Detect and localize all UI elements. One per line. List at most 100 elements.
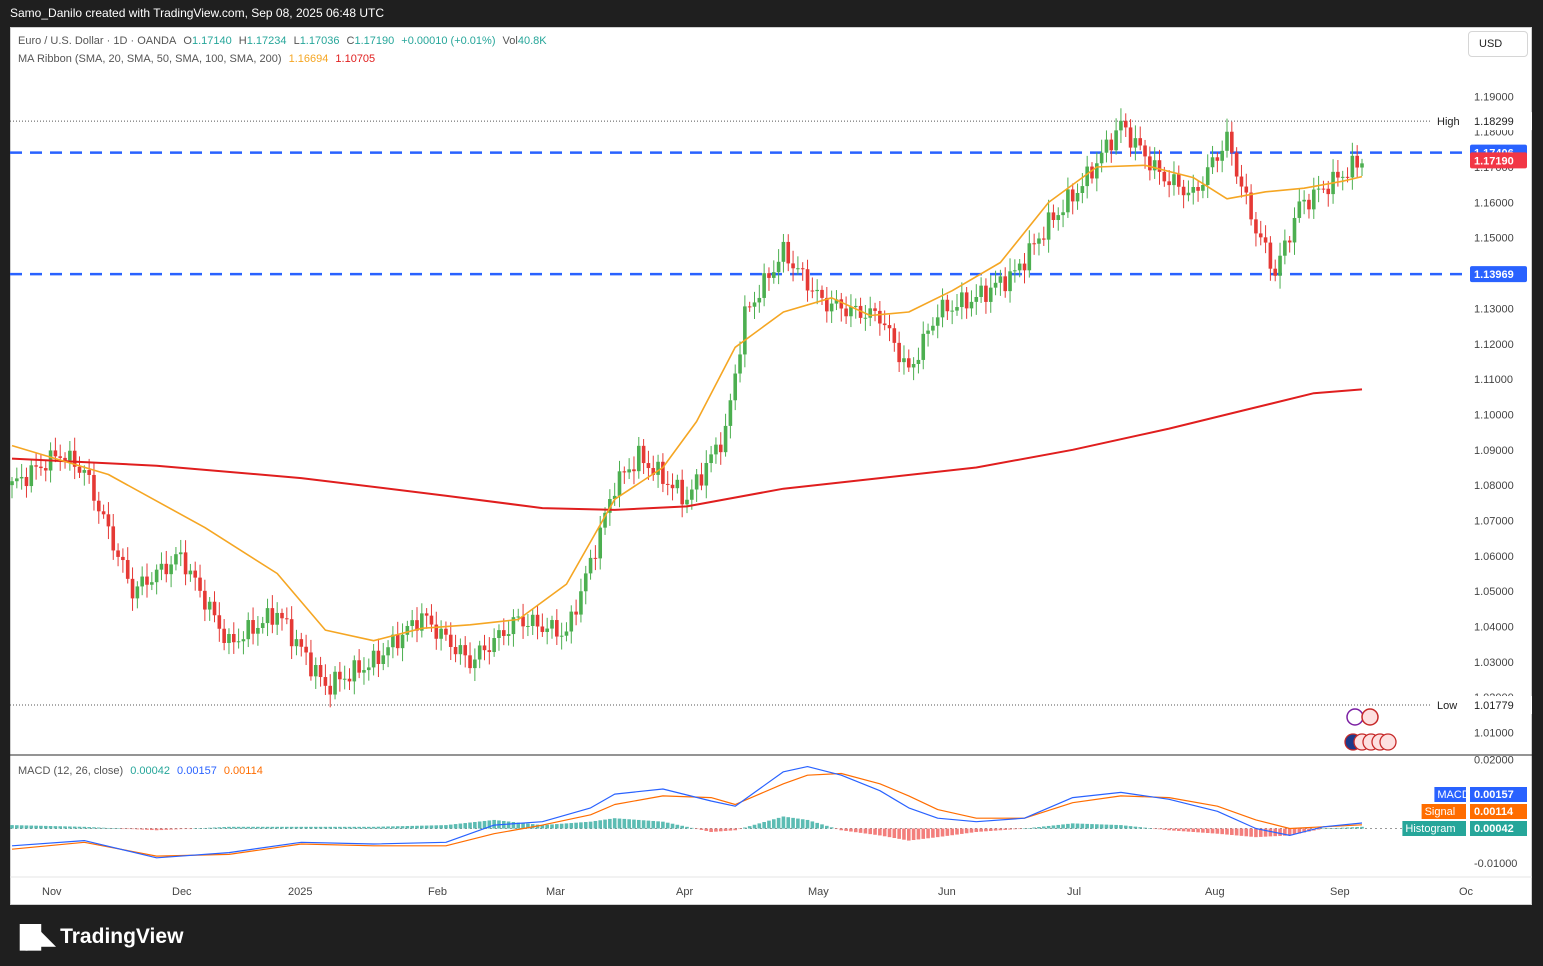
histogram-bar — [48, 826, 53, 829]
candle-body — [612, 495, 617, 500]
candle-body — [439, 628, 443, 639]
histogram-bar — [1186, 828, 1191, 832]
histogram-bar — [979, 828, 983, 832]
candle-body — [1022, 263, 1027, 271]
histogram-bar — [1162, 828, 1167, 830]
candle-body — [145, 576, 149, 585]
histogram-bar — [955, 828, 959, 835]
candle-body — [1210, 157, 1215, 168]
candle-body — [39, 466, 43, 469]
candle-body — [501, 630, 506, 636]
histogram-bar — [135, 828, 140, 830]
candle-body — [150, 582, 154, 585]
histogram-bar — [188, 828, 193, 830]
histogram-bar — [1022, 828, 1027, 830]
candle-body — [1133, 138, 1138, 148]
histogram-bar — [776, 817, 781, 829]
histogram-bar — [1109, 824, 1114, 829]
candle-body — [906, 358, 911, 368]
macd-tick-label: 0.02000 — [1474, 755, 1514, 767]
histogram-bar — [911, 828, 916, 841]
candle-body — [1326, 188, 1331, 195]
volume-value: 40.8K — [517, 35, 547, 47]
histogram-bar — [998, 828, 1003, 831]
histogram-bar — [1070, 823, 1075, 829]
candle-body — [796, 268, 800, 270]
candle-body — [530, 614, 535, 626]
histogram-bar — [733, 828, 738, 831]
histogram-bar — [935, 828, 940, 838]
histogram-bar — [984, 828, 988, 832]
price-tick-label: 1.15000 — [1474, 233, 1514, 245]
histogram-bar — [1075, 823, 1080, 829]
histogram-bar — [477, 821, 482, 829]
candle-body — [564, 631, 569, 636]
histogram-bar — [1090, 824, 1094, 829]
candle-body — [1307, 199, 1311, 210]
histogram-bar — [458, 823, 463, 829]
candle-body — [1167, 181, 1171, 186]
histogram-bar — [675, 824, 680, 829]
histogram-bar — [357, 826, 361, 829]
candle-body — [125, 560, 130, 579]
histogram-bar — [632, 819, 636, 829]
histogram-bar — [704, 828, 709, 831]
candle-body — [921, 333, 926, 360]
histogram-bar — [164, 828, 169, 830]
price-tick-label: 1.07000 — [1474, 515, 1514, 527]
candle-body — [410, 620, 414, 626]
price-chart[interactable]: 1.190001.180001.170001.160001.150001.140… — [10, 27, 1532, 905]
histogram-bar — [116, 828, 120, 829]
candle-body — [1254, 219, 1258, 234]
histogram-bar — [203, 827, 207, 829]
candle-body — [550, 620, 554, 629]
candle-body — [670, 484, 675, 489]
histogram-bar — [878, 828, 882, 836]
histogram-bar — [198, 828, 202, 829]
histogram-bar — [400, 826, 405, 829]
candle-body — [825, 297, 829, 312]
macd-indicator-label: MACD (12, 26, close) — [18, 765, 124, 777]
histogram-bar — [1230, 828, 1234, 835]
candle-body — [675, 479, 680, 489]
candle-body — [776, 261, 781, 273]
candle-body — [260, 623, 265, 628]
candle-body — [289, 619, 294, 647]
histogram-bar — [906, 828, 911, 841]
candle-body — [1230, 131, 1234, 153]
histogram-bar — [882, 828, 887, 837]
candle-body — [241, 639, 246, 642]
candle-body — [1302, 199, 1306, 202]
histogram-bar — [1249, 828, 1253, 837]
histogram-bar — [690, 827, 694, 829]
currency-button[interactable]: USD — [1468, 31, 1528, 57]
histogram-bar — [728, 828, 733, 831]
candle-body — [391, 634, 395, 648]
close-label: C — [346, 35, 355, 47]
candle-body — [1336, 171, 1340, 178]
candle-body — [926, 330, 930, 334]
histogram-bar — [1152, 828, 1157, 830]
candle-body — [728, 400, 733, 426]
histogram-bar — [1225, 828, 1229, 835]
histogram-bar — [815, 822, 819, 829]
histogram-bar — [1254, 828, 1258, 838]
histogram-bar — [1041, 826, 1046, 829]
histogram-bar — [964, 828, 969, 834]
candle-body — [627, 469, 631, 473]
candle-body — [72, 450, 77, 467]
candle-body — [1292, 217, 1297, 243]
histogram-bar — [1263, 828, 1268, 837]
candle-body — [1095, 163, 1099, 179]
histogram-bar — [1013, 828, 1017, 830]
candle-body — [931, 325, 935, 331]
histogram-bar — [699, 828, 704, 830]
histogram-bar — [1037, 826, 1041, 829]
candle-body — [207, 601, 212, 610]
histogram-bar — [63, 826, 67, 829]
histogram-bar — [545, 824, 549, 829]
histogram-bar — [1268, 828, 1273, 837]
extreme-level-label: High — [1437, 116, 1460, 128]
histogram-bar — [1355, 827, 1359, 829]
histogram-bar — [1316, 828, 1321, 830]
